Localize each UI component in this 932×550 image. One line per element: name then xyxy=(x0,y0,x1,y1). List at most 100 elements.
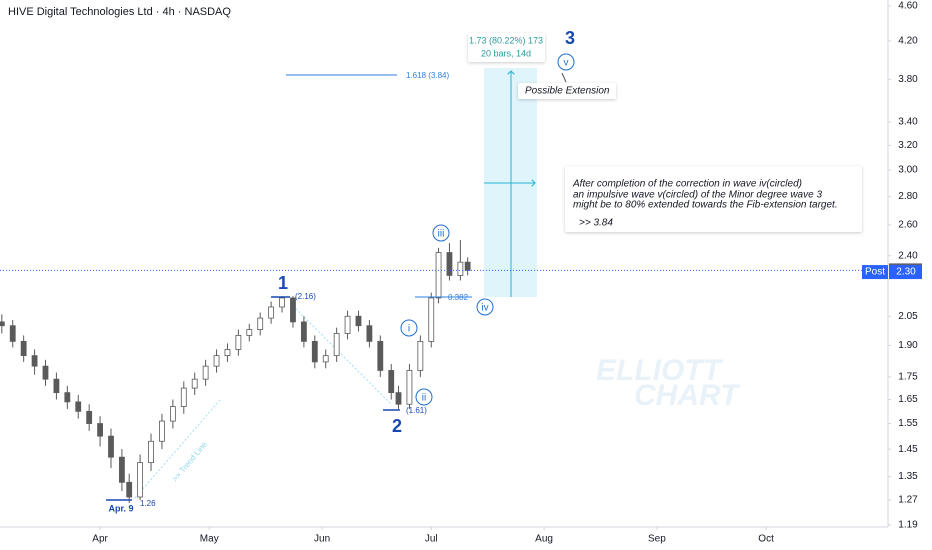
post-price-box xyxy=(889,265,922,280)
candle-body xyxy=(159,420,165,442)
y-tick-label: 3.20 xyxy=(898,140,918,151)
y-tick-label: 1.90 xyxy=(898,340,918,351)
minor-wave: v xyxy=(557,53,575,71)
candle-body xyxy=(246,329,253,336)
measure-box xyxy=(468,33,545,62)
candle-body xyxy=(75,401,82,412)
candle-body xyxy=(191,378,198,389)
candle-body xyxy=(333,333,340,357)
candle-body xyxy=(366,325,373,342)
candle-body xyxy=(388,370,395,394)
annotations: HIVE Digital Technologies Ltd · 4h · NAS… xyxy=(8,6,862,513)
correction-line xyxy=(289,302,393,406)
candle-body xyxy=(0,321,5,327)
post-tag: Post xyxy=(865,267,885,278)
price-note: (2.16) xyxy=(295,292,316,301)
trend-line-label: >> Trend Line xyxy=(170,440,209,484)
candle-body xyxy=(322,355,329,363)
callout-text: Possible Extension xyxy=(525,86,610,97)
background-layer: ELLIOTT CHART xyxy=(134,68,741,499)
wave-label: 1 xyxy=(278,273,288,293)
candle-body xyxy=(311,340,318,363)
candle-body xyxy=(417,340,424,371)
candle-body xyxy=(119,456,125,483)
candle-body xyxy=(20,340,27,357)
candle-body xyxy=(235,335,242,350)
candle-body xyxy=(395,392,402,405)
minor-label: iii xyxy=(438,229,445,240)
measure-text: 20 bars, 14d xyxy=(481,48,531,58)
wave-label: 3 xyxy=(565,28,575,48)
candle-body xyxy=(268,306,275,319)
chart-title: HIVE Digital Technologies Ltd · 4h · NAS… xyxy=(8,6,231,18)
price-note: 1.26 xyxy=(140,499,156,508)
candles xyxy=(0,240,888,504)
candle-body xyxy=(169,406,176,422)
x-tick-label: Aug xyxy=(535,534,553,545)
candle-body xyxy=(406,370,413,405)
y-tick-label: 2.05 xyxy=(898,311,918,322)
candle-body xyxy=(137,462,144,498)
candle-body xyxy=(446,252,453,276)
y-tick-label: 1.65 xyxy=(898,394,918,405)
note-text: might be to 80% extended towards the Fib… xyxy=(573,200,838,211)
candle-body xyxy=(464,261,471,271)
y-tick-label: 2.60 xyxy=(898,220,918,231)
x-tick-label: Sep xyxy=(648,534,666,545)
candle-body xyxy=(180,387,187,407)
candle-body xyxy=(202,365,209,380)
candle-body xyxy=(126,481,133,498)
candle-body xyxy=(97,423,103,437)
candle-body xyxy=(86,410,93,424)
fib-label: 1.618 (3.84) xyxy=(406,71,449,80)
price-note: (1.61) xyxy=(406,406,427,415)
candle-body xyxy=(279,297,285,308)
callout-box xyxy=(518,83,616,99)
candle-body xyxy=(355,315,362,327)
minor-wave: iii xyxy=(432,224,450,242)
y-tick-label: 2.80 xyxy=(898,191,918,202)
candle-body xyxy=(31,355,38,367)
y-tick-label: 3.40 xyxy=(898,117,918,128)
post-tag-box xyxy=(862,265,888,280)
candle-body xyxy=(224,349,231,357)
x-tick-label: Jun xyxy=(314,534,330,545)
candle-body xyxy=(42,365,49,380)
y-tick-label: 1.55 xyxy=(898,418,918,429)
candle-body xyxy=(108,435,114,458)
note-text: an impulsive wave v(circled) of the Mino… xyxy=(573,190,822,201)
y-tick-label: 1.45 xyxy=(898,444,918,455)
minor-label: iv xyxy=(481,303,488,314)
minor-wave: i xyxy=(400,319,418,337)
candle-body xyxy=(257,317,264,330)
candle-body xyxy=(457,261,464,276)
fib-label: 0.382 xyxy=(448,293,469,302)
candle-body xyxy=(64,392,71,403)
x-tick-label: Apr xyxy=(92,534,108,545)
date-note: Apr. 9 xyxy=(108,503,133,513)
y-tick-label: 2.40 xyxy=(898,250,918,261)
candle-body xyxy=(148,440,154,464)
candle-body xyxy=(377,340,384,371)
minor-label: i xyxy=(408,324,410,335)
minor-wave: ii xyxy=(415,388,433,406)
y-tick-label: 1.35 xyxy=(898,471,918,482)
note-box xyxy=(565,166,862,232)
callout-pointer xyxy=(561,72,567,83)
y-tick-label: 3.00 xyxy=(898,165,918,176)
minor-label: ii xyxy=(422,393,426,404)
note-text: >> 3.84 xyxy=(579,218,613,229)
candle-body xyxy=(53,378,60,394)
candle-body xyxy=(435,252,442,299)
candle-body xyxy=(9,325,16,342)
trend-line xyxy=(134,399,221,499)
measure-text: 1.73 (80.22%) 173 xyxy=(469,35,543,45)
y-tick-label: 1.75 xyxy=(898,372,918,383)
y-tick-label: 4.60 xyxy=(898,1,918,12)
y-tick-label: 1.27 xyxy=(898,495,918,506)
candle-body xyxy=(213,355,220,367)
x-tick-label: May xyxy=(200,534,219,545)
candle-body xyxy=(344,315,351,334)
